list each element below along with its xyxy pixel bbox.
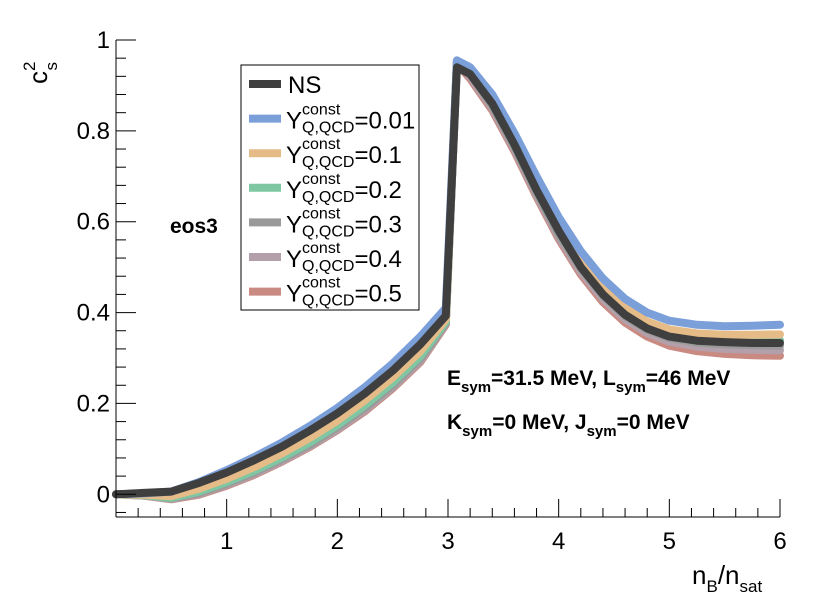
- params-line-2-seg: sym: [462, 423, 492, 440]
- y-tick-label: 0.8: [77, 118, 110, 145]
- y-axis-title-group: c2 s: [20, 62, 61, 84]
- legend-label-sup: const: [302, 136, 341, 153]
- legend-label-value: =0.2: [354, 177, 401, 204]
- x-tick-label: 4: [552, 528, 565, 555]
- y-tick-label: 1: [97, 27, 110, 54]
- x-tick-label: 6: [773, 528, 786, 555]
- params-line-2-seg: =0 MeV: [617, 411, 690, 434]
- legend-label-5: Yconst Q,QCD=0.4: [286, 240, 402, 275]
- x-tick-label: 5: [663, 528, 676, 555]
- y-axis-title-sup: 2: [20, 62, 39, 71]
- legend-label-sub: Q,QCD: [302, 189, 354, 206]
- legend-label-value: =0.1: [354, 142, 401, 169]
- legend-label-sup: const: [302, 240, 341, 257]
- params-line-2-seg: sym: [587, 423, 617, 440]
- series-layer: [112, 56, 784, 504]
- model-label: eos3: [170, 215, 218, 238]
- legend-label-main: Y: [286, 142, 302, 169]
- legend-label-main: Y: [286, 177, 302, 204]
- y-tick-label: 0.6: [77, 209, 110, 236]
- legend-label-main: Y: [286, 246, 302, 273]
- legend-label-sup: const: [302, 275, 341, 292]
- x-axis-title-main: n: [692, 560, 706, 590]
- legend-label-main: Y: [286, 281, 302, 308]
- y-axis-title-main: c: [23, 71, 53, 84]
- legend-label-sup: const: [302, 205, 341, 222]
- x-axis-title: nB/nsat: [692, 560, 762, 596]
- params-line-1-seg: =46 MeV: [646, 367, 731, 390]
- legend-label-2: Yconst Q,QCD=0.1: [286, 136, 402, 171]
- legend-label-value: =0.4: [354, 246, 401, 273]
- params-line-1-seg: =31.5 MeV, L: [491, 367, 616, 390]
- y-tick-label: 0: [97, 481, 110, 508]
- legend-label-main: Y: [286, 108, 302, 135]
- legend-label-sup: const: [302, 171, 341, 188]
- params-line-1-seg: E: [447, 367, 461, 390]
- x-axis-title-sub: B: [706, 577, 717, 596]
- x-tick-label: 3: [441, 528, 454, 555]
- legend-label-sub: Q,QCD: [302, 258, 354, 275]
- legend-label-3: Yconst Q,QCD=0.2: [286, 171, 402, 206]
- legend-label-1: Yconst Q,QCD=0.01: [286, 102, 415, 137]
- legend-label-sub: Q,QCD: [302, 120, 354, 137]
- legend-label-4: Yconst Q,QCD=0.3: [286, 205, 402, 240]
- x-tick-label: 1: [220, 528, 233, 555]
- params-line-1-seg: sym: [616, 379, 646, 396]
- y-axis-title-sub: s: [42, 62, 61, 71]
- series-line-0: [112, 63, 784, 499]
- params-line-1: Esym=31.5 MeV, Lsym=46 MeV: [447, 367, 730, 396]
- params-line-2-seg: =0 MeV, J: [492, 411, 586, 434]
- legend-label-sub: Q,QCD: [302, 154, 354, 171]
- x-axis-title-slash: /n: [718, 560, 740, 590]
- legend-label-sup: const: [302, 102, 341, 119]
- x-axis-title-sub2: sat: [740, 577, 763, 596]
- y-tick-label: 0.2: [77, 390, 110, 417]
- legend-label-value: =0.01: [354, 108, 415, 135]
- legend-label-value: =0.5: [354, 281, 401, 308]
- params-line-2-seg: K: [447, 411, 462, 434]
- legend-label-0: NS: [288, 72, 321, 99]
- legend-label-sub: Q,QCD: [302, 293, 354, 310]
- x-tick-label: 2: [331, 528, 344, 555]
- y-tick-label: 0.4: [77, 300, 110, 327]
- legend-label-sub: Q,QCD: [302, 223, 354, 240]
- params-line-1-seg: sym: [461, 379, 491, 396]
- y-axis-title: c2 s: [20, 62, 61, 84]
- legend-label-6: Yconst Q,QCD=0.5: [286, 275, 402, 310]
- params-line-2: Ksym=0 MeV, Jsym=0 MeV: [447, 411, 690, 440]
- legend-label-value: =0.3: [354, 211, 401, 238]
- legend-label-main: Y: [286, 211, 302, 238]
